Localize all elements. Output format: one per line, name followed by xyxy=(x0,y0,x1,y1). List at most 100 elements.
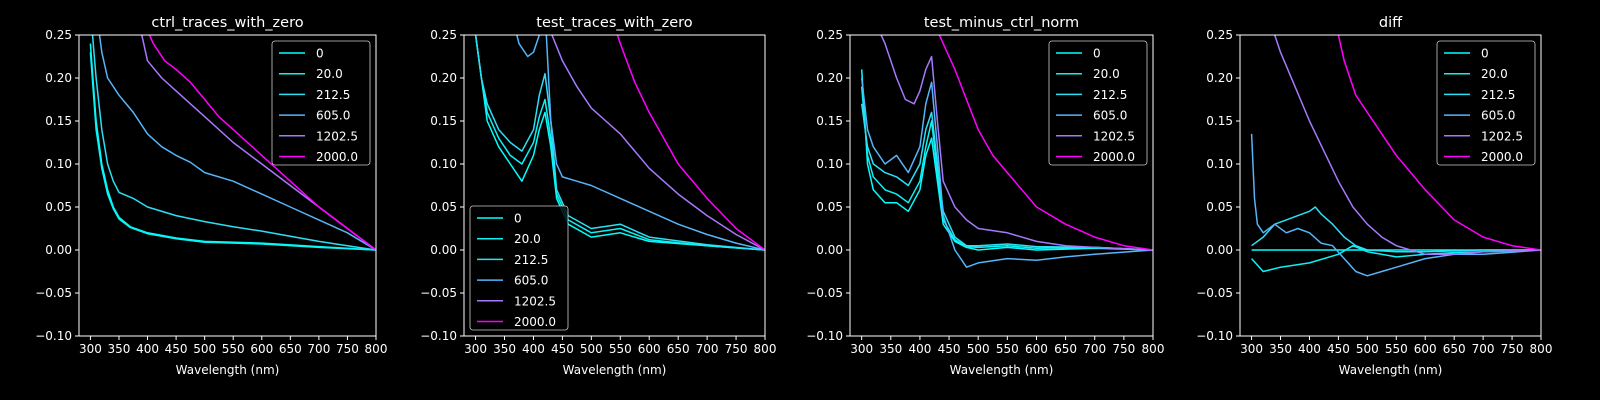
legend: 0 20.0 212.5 605.0 1202.5 2000.0 xyxy=(469,205,569,331)
legend-label-212-5: 212.5 xyxy=(1093,88,1127,102)
y-tick-label: 0.10 xyxy=(1206,157,1233,171)
y-tick-label: 0.25 xyxy=(430,28,457,42)
y-tick-label: 0.15 xyxy=(430,114,457,128)
series-line-605-0 xyxy=(516,35,765,251)
x-tick-label: 350 xyxy=(879,342,902,356)
x-tick-label: 800 xyxy=(365,342,388,356)
y-tick-label: 0.15 xyxy=(1206,114,1233,128)
y-tick-label: 0.20 xyxy=(816,71,843,85)
series-group xyxy=(1250,35,1541,277)
y-tick-label: 0.25 xyxy=(816,28,843,42)
x-tick-label: 450 xyxy=(165,342,188,356)
x-tick-label: 700 xyxy=(696,342,719,356)
x-tick-label: 800 xyxy=(1530,342,1553,356)
series-line-605-0 xyxy=(860,77,1153,268)
x-tick-label: 600 xyxy=(638,342,661,356)
y-tick-label: −0.05 xyxy=(35,286,72,300)
x-tick-label: 500 xyxy=(193,342,216,356)
chart-title: test_minus_ctrl_norm xyxy=(924,15,1079,31)
y-tick-label: 0.25 xyxy=(1206,28,1233,42)
x-tick-label: 600 xyxy=(250,342,273,356)
legend-box xyxy=(271,40,371,166)
series-line-20-0 xyxy=(89,52,376,251)
x-tick-label: 300 xyxy=(464,342,487,356)
legend-label-605-0: 605.0 xyxy=(1093,109,1127,123)
x-tick-label: 300 xyxy=(850,342,873,356)
x-tick-label: 450 xyxy=(551,342,574,356)
chart-title: ctrl_traces_with_zero xyxy=(151,15,303,31)
x-tick-label: 300 xyxy=(1240,342,1263,356)
series-line-212-5 xyxy=(860,103,1153,251)
legend-label-605-0: 605.0 xyxy=(316,109,350,123)
y-tick-label: −0.05 xyxy=(806,286,843,300)
legend-box xyxy=(1436,40,1536,166)
legend-label-20-0: 20.0 xyxy=(514,232,541,246)
legend-label-0: 0 xyxy=(514,212,522,226)
x-tick-label: 550 xyxy=(996,342,1019,356)
x-tick-label: 750 xyxy=(725,342,748,356)
legend: 0 20.0 212.5 605.0 1202.5 2000.0 xyxy=(1436,40,1536,166)
legend-box xyxy=(469,205,569,331)
x-tick-label: 400 xyxy=(1298,342,1321,356)
x-axis-label: Wavelength (nm) xyxy=(950,363,1054,377)
y-tick-label: 0.05 xyxy=(1206,200,1233,214)
axes-frame xyxy=(849,34,1154,337)
legend-label-1202-5: 1202.5 xyxy=(1481,129,1523,143)
x-axis-label: Wavelength (nm) xyxy=(563,363,667,377)
y-tick-label: −0.10 xyxy=(420,329,457,343)
x-tick-label: 400 xyxy=(522,342,545,356)
x-tick-label: 650 xyxy=(667,342,690,356)
series-line-0 xyxy=(474,35,765,251)
legend-label-1202-5: 1202.5 xyxy=(316,129,358,143)
y-tick-label: 0.15 xyxy=(45,114,72,128)
x-tick-label: 350 xyxy=(493,342,516,356)
axes-frame xyxy=(78,34,377,337)
series-line-0 xyxy=(860,69,1153,251)
y-tick-label: 0.10 xyxy=(430,157,457,171)
y-tick-label: −0.05 xyxy=(420,286,457,300)
legend-label-212-5: 212.5 xyxy=(1481,88,1515,102)
series-line-212-5 xyxy=(91,35,376,251)
legend-label-605-0: 605.0 xyxy=(1481,109,1515,123)
y-tick-label: 0.00 xyxy=(1206,243,1233,257)
y-tick-label: 0.05 xyxy=(816,200,843,214)
x-tick-label: 350 xyxy=(108,342,131,356)
y-tick-label: 0.25 xyxy=(45,28,72,42)
x-tick-label: 700 xyxy=(307,342,330,356)
y-tick-label: −0.05 xyxy=(1196,286,1233,300)
y-tick-label: −0.10 xyxy=(1196,329,1233,343)
y-tick-label: 0.05 xyxy=(45,200,72,214)
y-tick-label: 0.00 xyxy=(816,243,843,257)
x-tick-label: 800 xyxy=(1142,342,1165,356)
legend-label-2000-0: 2000.0 xyxy=(514,315,556,329)
x-tick-label: 300 xyxy=(79,342,102,356)
legend-box xyxy=(1048,40,1148,166)
x-tick-label: 500 xyxy=(967,342,990,356)
y-tick-label: 0.05 xyxy=(430,200,457,214)
series-line-605-0 xyxy=(98,35,376,251)
series-group xyxy=(89,35,376,251)
x-tick-label: 350 xyxy=(1269,342,1292,356)
x-tick-label: 550 xyxy=(1385,342,1408,356)
legend-label-0: 0 xyxy=(1481,47,1489,61)
axes-frame xyxy=(1239,34,1542,337)
panel-test-traces-with-zero: 300 350 400 450 500 550 600 650 700 750 800 −0.10 −0… xyxy=(420,15,777,377)
axes-frame xyxy=(463,34,766,337)
legend-label-20-0: 20.0 xyxy=(1481,67,1508,81)
x-tick-label: 650 xyxy=(1054,342,1077,356)
legend-label-20-0: 20.0 xyxy=(316,67,343,81)
x-tick-label: 500 xyxy=(1356,342,1379,356)
series-line-20-0 xyxy=(474,35,765,251)
x-tick-label: 800 xyxy=(754,342,777,356)
x-tick-label: 500 xyxy=(580,342,603,356)
legend-label-20-0: 20.0 xyxy=(1093,67,1120,81)
series-line-212-5 xyxy=(1251,206,1541,253)
x-tick-label: 550 xyxy=(609,342,632,356)
y-tick-label: 0.15 xyxy=(816,114,843,128)
x-tick-label: 600 xyxy=(1025,342,1048,356)
legend: 0 20.0 212.5 605.0 1202.5 2000.0 xyxy=(1048,40,1148,166)
x-tick-label: 400 xyxy=(136,342,159,356)
series-line-2000-0 xyxy=(148,35,376,251)
x-tick-label: 450 xyxy=(1327,342,1350,356)
